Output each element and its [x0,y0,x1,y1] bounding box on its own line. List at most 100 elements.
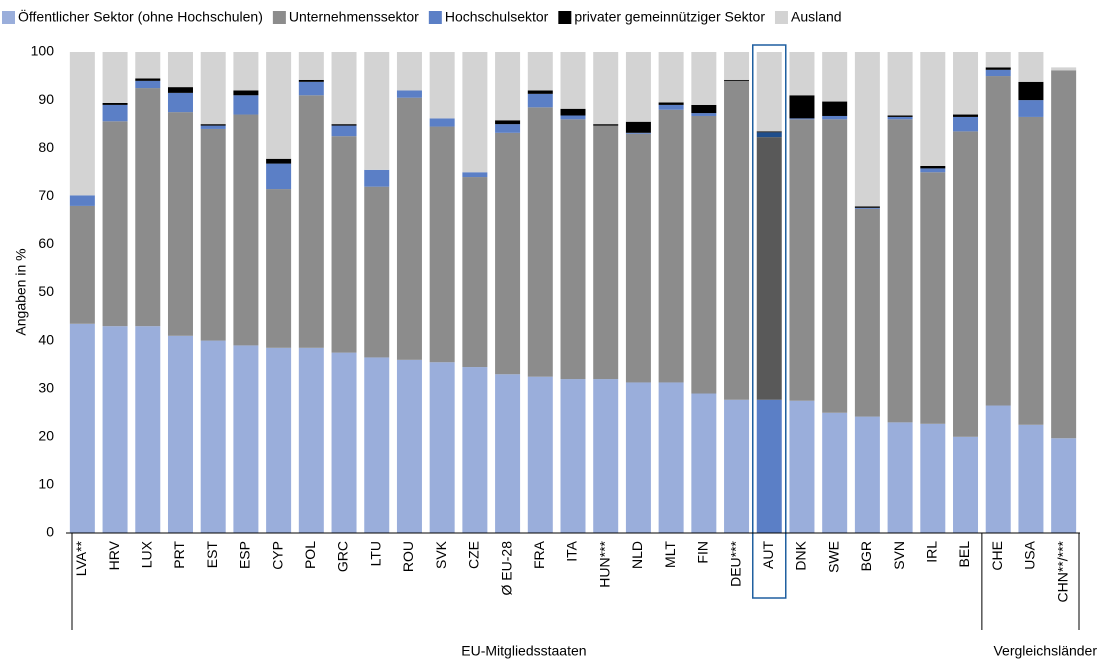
bar-segment [658,104,684,110]
bar-segment [495,374,521,533]
bar-segment [1051,67,1077,71]
x-tick-label: BGR [858,541,874,571]
x-tick-label: POL [302,541,318,569]
y-tick-label: 70 [38,187,54,203]
bar-segment [724,399,750,533]
y-axis-label: Angaben in % [13,248,29,335]
bar-segment [69,52,95,196]
x-tick-label: ROU [400,541,416,572]
bar-segment [789,119,815,401]
bar-segment [364,52,390,170]
bar-segment [920,423,946,533]
bar-segment [887,115,913,117]
bar-segment [298,79,324,82]
bar-segment [625,133,651,383]
bar-segment [756,137,782,400]
bar-segment [756,52,782,132]
x-tick-label: AUT [760,541,776,569]
y-tick-label: 60 [38,235,54,251]
bar-segment [920,168,946,173]
bar-segment [69,323,95,533]
bar-segment [102,121,128,327]
bar-segment [429,118,455,127]
y-tick-label: 100 [31,43,55,59]
x-tick-label: SWE [825,541,841,573]
legend-label: Unternehmenssektor [289,9,419,25]
bar-segment [298,52,324,80]
bar-segment [266,189,292,348]
bar-segment [822,115,848,120]
bar-segment [985,52,1011,68]
x-tick-label: BEL [956,541,972,568]
x-tick-label: USA [1022,540,1038,569]
bar-segment [298,95,324,348]
bar-segment [266,158,292,164]
bar-segment [429,52,455,119]
bar-segment [298,347,324,533]
bar-segment [1018,81,1044,101]
bar-segment [854,206,880,208]
bar-segment [69,205,95,324]
bar-segment [495,132,521,375]
legend-label: Hochschulsektor [445,9,549,25]
highlight-box [752,44,787,599]
bar-segment [396,90,422,98]
bar-segment [331,136,357,353]
bar-segment [887,116,913,120]
bar-segment [1018,424,1044,533]
bar-segment [920,172,946,424]
bar-segment [527,52,553,91]
bar-segment [233,345,259,533]
bar-segment [593,124,619,126]
x-tick-label: PRT [171,541,187,569]
x-tick-label: CHE [989,541,1005,571]
x-tick-label: Ø EU-28 [498,541,514,596]
y-tick-label: 20 [38,428,54,444]
bar-segment [854,52,880,207]
bar-segment [593,379,619,533]
bar-segment [396,359,422,533]
bar-segment [135,52,161,79]
bar-segment [135,88,161,327]
bar-segment [789,118,815,120]
bar-segment [495,52,521,121]
bar-segment [560,379,586,533]
x-tick-label: IRL [924,541,940,563]
bar-segment [985,76,1011,406]
bar-segment [167,112,193,336]
bar-segment [364,186,390,358]
bar-segment [920,52,946,166]
bar-segment [756,132,782,138]
legend-swatch [774,11,788,24]
bar-segment [1018,100,1044,117]
bar-segment [756,131,782,133]
legend-label: Ausland [791,9,842,25]
bar-segment [298,81,324,96]
bar-segment [854,416,880,533]
x-tick-label: ESP [237,541,253,569]
bar-segment [527,376,553,533]
y-tick-label: 10 [38,476,54,492]
bar-segment [724,80,750,400]
bar-segment [233,90,259,96]
x-tick-label: CZE [466,541,482,569]
bar-segment [658,102,684,105]
bar-segment [789,95,815,119]
bar-segment [625,52,651,122]
bar-segment [625,382,651,533]
y-tick-label: 0 [46,524,54,540]
bar-segment [167,92,193,113]
x-tick-label: DEU*** [727,540,743,586]
bar-segment [167,87,193,93]
bar-segment [593,125,619,380]
x-tick-label: FRA [531,540,547,569]
bar-segment [266,347,292,533]
bar-segment [822,52,848,102]
bar-segment [691,113,717,116]
bar-segment [462,172,488,178]
x-tick-label: DNK [793,540,809,570]
bar-segment [953,436,979,533]
bar-segment [233,114,259,346]
bar-segment [396,97,422,360]
